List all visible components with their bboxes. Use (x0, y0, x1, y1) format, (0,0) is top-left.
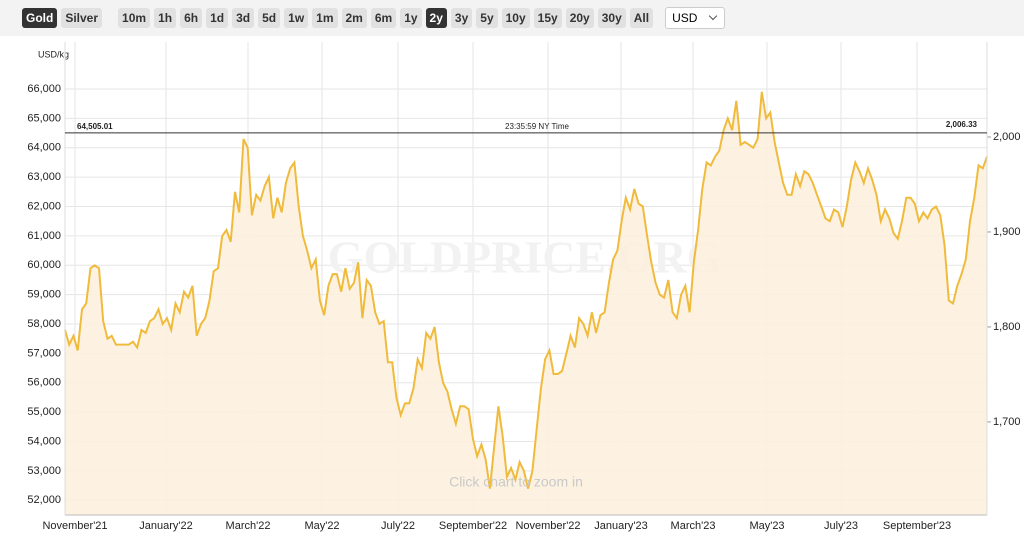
x-tick-label: September'22 (439, 520, 507, 532)
y2-tick-label: 1,800 (993, 321, 1021, 333)
currency-select[interactable]: USD (665, 7, 726, 29)
y-tick-label: 61,000 (27, 230, 61, 242)
y-tick-label: 56,000 (27, 377, 61, 389)
range-button[interactable]: 1y (400, 8, 422, 28)
zoom-hint: Click chart to zoom in (449, 474, 583, 490)
price-line (64, 91, 988, 489)
y-axis-label: USD/kg (38, 49, 69, 59)
x-tick-label: January'23 (594, 520, 647, 532)
y-tick-label: 62,000 (27, 200, 61, 212)
range-button[interactable]: 2m (341, 8, 367, 28)
x-tick-label: May'22 (304, 520, 339, 532)
y2-tick-label: 2,000 (993, 131, 1021, 143)
range-button[interactable]: 10y (501, 8, 530, 28)
y-tick-label: 54,000 (27, 435, 61, 447)
range-button[interactable]: 6m (370, 8, 397, 28)
range-button[interactable]: 3y (450, 8, 473, 28)
y-tick-label: 58,000 (27, 318, 61, 330)
y-tick-label: 53,000 (27, 465, 61, 477)
range-button[interactable]: 15y (533, 8, 562, 28)
x-tick-label: January'22 (139, 520, 192, 532)
range-button[interactable]: 5d (258, 8, 281, 28)
range-button[interactable]: 20y (565, 8, 594, 28)
x-tick-label: November'22 (515, 520, 580, 532)
reference-y2-label: 2,006.33 (946, 120, 978, 129)
x-tick-label: March'22 (226, 520, 271, 532)
y2-tick-label: 1,900 (993, 226, 1021, 238)
range-button[interactable]: 5y (476, 8, 498, 28)
metal-button[interactable]: Silver (61, 8, 103, 28)
range-button[interactable]: 3d (232, 8, 255, 28)
reference-time: 23:35:59 NY Time (505, 122, 569, 131)
y-tick-label: 59,000 (27, 289, 61, 301)
x-tick-label: July'22 (381, 520, 415, 532)
chart[interactable]: USD/kg November'21 January'22 March'22 May'… (0, 36, 1024, 537)
area (65, 91, 987, 516)
range-button[interactable]: 6h (180, 8, 203, 28)
y-tick-label: 66,000 (27, 83, 61, 95)
range-button[interactable]: 1d (206, 8, 229, 28)
metal-button[interactable]: Gold (22, 8, 58, 28)
y-tick-label: 55,000 (27, 406, 61, 418)
y-tick-label: 64,000 (27, 142, 61, 154)
x-tick-label: March'23 (671, 520, 716, 532)
y2-tick-label: 1,700 (993, 416, 1021, 428)
range-button[interactable]: 10m (118, 8, 151, 28)
watermark: GOLDPRICE.ORG (328, 232, 723, 283)
x-tick-label: July'23 (824, 520, 858, 532)
y-tick-label: 63,000 (27, 171, 61, 183)
y-tick-label: 60,000 (27, 259, 61, 271)
range-button[interactable]: 1w (284, 8, 309, 28)
range-button[interactable]: 1m (312, 8, 338, 28)
reference-label: 64,505.01 (77, 122, 113, 131)
x-tick-label: May'23 (749, 520, 784, 532)
y-tick-label: 52,000 (27, 494, 61, 506)
x-tick-label: September'23 (883, 520, 951, 532)
toolbar: Gold Silver 10m 1h 6h 1d 3d 5d 1w 1m 2m 6m 1y 2y 3y 5y 1… (0, 0, 1024, 36)
range-button[interactable]: 30y (597, 8, 626, 28)
y-tick-label: 65,000 (27, 112, 61, 124)
range-button[interactable]: 2y (425, 8, 447, 28)
y-tick-label: 57,000 (27, 347, 61, 359)
range-button[interactable]: All (629, 8, 654, 28)
range-button[interactable]: 1h (154, 8, 177, 28)
x-tick-label: November'21 (42, 520, 107, 532)
